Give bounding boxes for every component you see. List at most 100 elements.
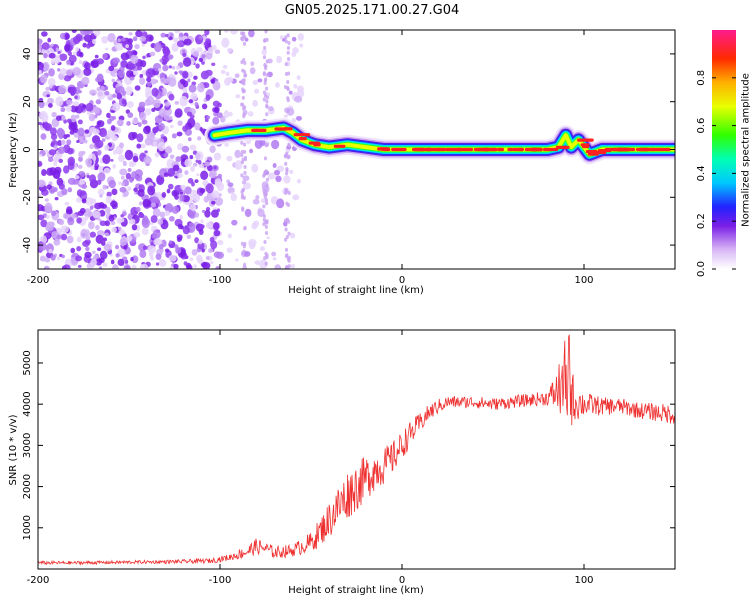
noise-point (125, 172, 132, 180)
noise-point (200, 219, 204, 224)
noise-point (268, 105, 274, 112)
spectrogram-ylabel: Frequency (Hz) (8, 112, 19, 188)
noise-point (55, 96, 64, 107)
noise-point (158, 244, 164, 250)
noise-point (123, 264, 131, 269)
noise-point (98, 127, 107, 138)
noise-point (48, 52, 56, 59)
noise-point (272, 257, 277, 261)
noise-point (145, 68, 154, 79)
noise-point (78, 90, 82, 94)
noise-point (186, 111, 193, 117)
noise-point (182, 226, 190, 235)
noise-point (182, 52, 187, 57)
noise-point (52, 157, 58, 162)
noise-point (141, 43, 145, 47)
noise-point (144, 150, 148, 154)
noise-point (84, 215, 89, 221)
noise-point (200, 70, 209, 80)
noise-point (213, 222, 220, 231)
noise-point (97, 188, 105, 196)
noise-point (124, 149, 134, 161)
noise-point (133, 70, 139, 76)
noise-point (243, 182, 252, 190)
noise-streak-point (287, 190, 291, 195)
noise-point (198, 239, 203, 245)
noise-point (167, 183, 174, 190)
noise-point (87, 262, 95, 269)
noise-point (106, 118, 112, 125)
noise-point (216, 112, 223, 119)
noise-point (254, 260, 261, 265)
noise-streak-point (285, 151, 289, 156)
noise-streak-point (263, 38, 267, 43)
snr-frame (37, 329, 676, 570)
noise-point (40, 133, 47, 140)
noise-point (138, 101, 146, 108)
noise-point (234, 149, 241, 159)
noise-point (152, 99, 161, 108)
noise-point (60, 139, 66, 145)
noise-point (119, 237, 127, 247)
snr-y-tick-label: 3000 (22, 433, 33, 458)
noise-point (117, 38, 121, 43)
noise-point (127, 186, 132, 191)
noise-point (275, 82, 280, 88)
noise-point (209, 145, 216, 154)
noise-point (57, 50, 61, 55)
noise-point (51, 210, 57, 217)
noise-streak-point (242, 195, 246, 200)
snr-y-tick-label: 5000 (22, 350, 33, 375)
noise-point (126, 101, 134, 108)
noise-point (136, 133, 144, 143)
noise-point (226, 76, 234, 84)
noise-point (152, 208, 161, 217)
noise-point (175, 247, 182, 254)
noise-point (158, 123, 165, 131)
noise-point (194, 237, 200, 244)
noise-point (227, 48, 232, 53)
noise-point (174, 71, 178, 75)
noise-point (296, 178, 301, 184)
noise-point (292, 47, 299, 54)
noise-point (224, 30, 229, 33)
noise-point (272, 162, 277, 169)
noise-point (86, 43, 91, 49)
noise-point (104, 90, 110, 96)
noise-point (89, 89, 97, 96)
noise-point (174, 100, 180, 105)
noise-point (288, 90, 293, 95)
noise-point (184, 186, 192, 195)
noise-scatter (38, 30, 305, 269)
noise-point (47, 97, 54, 105)
noise-streak-point (262, 173, 266, 178)
noise-point (72, 179, 79, 185)
noise-streak-point (265, 177, 270, 182)
noise-point (151, 233, 158, 240)
noise-point (159, 72, 166, 79)
noise-point (193, 264, 197, 268)
noise-point (223, 110, 230, 118)
noise-point (61, 254, 65, 259)
noise-point (163, 152, 169, 158)
spectrogram-y-tick-label: 20 (22, 95, 33, 108)
noise-point (114, 72, 118, 76)
noise-point (72, 35, 81, 45)
noise-point (146, 76, 152, 83)
noise-point (149, 256, 155, 261)
noise-point (44, 257, 50, 263)
noise-point (112, 164, 116, 169)
noise-point (171, 42, 179, 52)
noise-point (56, 234, 62, 240)
noise-point (179, 195, 185, 202)
noise-point (179, 215, 184, 220)
noise-point (147, 245, 156, 254)
noise-point (172, 164, 180, 172)
noise-point (134, 85, 141, 91)
noise-point (79, 179, 85, 186)
noise-point (38, 100, 45, 109)
noise-point (291, 263, 295, 269)
noise-point (126, 235, 133, 242)
noise-point (204, 30, 210, 36)
noise-point (132, 36, 138, 42)
